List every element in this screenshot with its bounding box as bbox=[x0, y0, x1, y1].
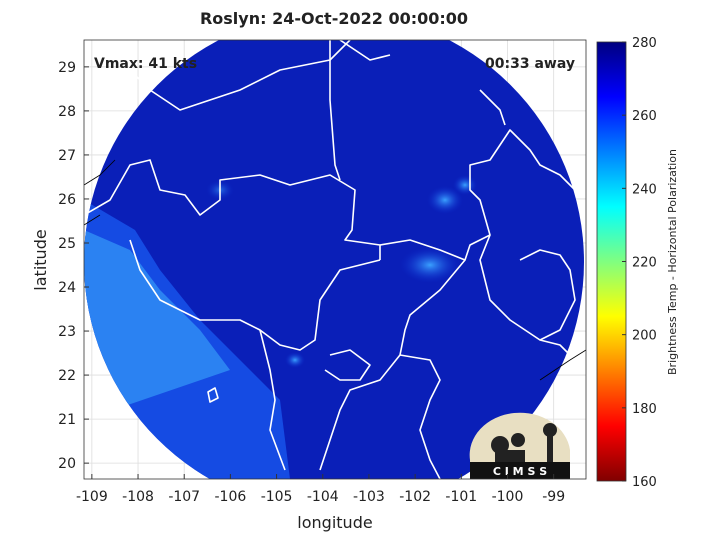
y-tick-label: 25 bbox=[58, 236, 76, 252]
x-tick-label: -105 bbox=[261, 489, 293, 505]
plot-frame bbox=[83, 39, 587, 480]
x-tick-label: -102 bbox=[399, 489, 431, 505]
y-tick-label: 23 bbox=[58, 324, 76, 340]
x-tick-label: -99 bbox=[542, 489, 565, 505]
logo: C I M S S bbox=[469, 412, 570, 479]
x-axis-label: longitude bbox=[297, 513, 372, 532]
x-tick-label: -104 bbox=[307, 489, 339, 505]
colorbar-label: Brightness Temp - Horizontal Polarizatio… bbox=[666, 149, 679, 375]
x-tick-label: -101 bbox=[445, 489, 477, 505]
chart-title: Roslyn: 24-Oct-2022 00:00:00 bbox=[200, 9, 468, 28]
y-tick-label: 22 bbox=[58, 368, 76, 384]
x-tick-label: -106 bbox=[215, 489, 247, 505]
colorbar-tick-label: 260 bbox=[632, 109, 657, 124]
logo-text: C I M S S bbox=[493, 465, 547, 478]
annotation: Vmax: 41 kts bbox=[94, 56, 197, 72]
map-image: C I M S S bbox=[84, 40, 586, 479]
colorbar-tick-label: 180 bbox=[632, 402, 657, 417]
y-axis-label: latitude bbox=[31, 229, 50, 290]
annotation: 00:33 away bbox=[485, 56, 575, 72]
colorbar-tick-label: 160 bbox=[632, 475, 657, 490]
y-tick-label: 24 bbox=[58, 280, 76, 296]
x-tick-label: -100 bbox=[492, 489, 524, 505]
colorbar-tick-label: 240 bbox=[632, 182, 657, 197]
y-tick-label: 28 bbox=[58, 104, 76, 120]
y-tick-label: 21 bbox=[58, 412, 76, 428]
x-tick-label: -103 bbox=[353, 489, 385, 505]
borders bbox=[84, 40, 586, 479]
colorbar bbox=[596, 41, 627, 482]
y-tick-label: 29 bbox=[58, 60, 76, 76]
x-tick-label: -108 bbox=[122, 489, 154, 505]
colorbar-tick-label: 280 bbox=[632, 36, 657, 51]
y-tick-label: 26 bbox=[58, 192, 76, 208]
y-tick-label: 20 bbox=[58, 456, 76, 472]
colorbar-tick-label: 200 bbox=[632, 329, 657, 344]
x-tick-label: -109 bbox=[76, 489, 108, 505]
y-tick-label: 27 bbox=[58, 148, 76, 164]
x-tick-label: -107 bbox=[168, 489, 200, 505]
colorbar-tick-label: 220 bbox=[632, 256, 657, 271]
